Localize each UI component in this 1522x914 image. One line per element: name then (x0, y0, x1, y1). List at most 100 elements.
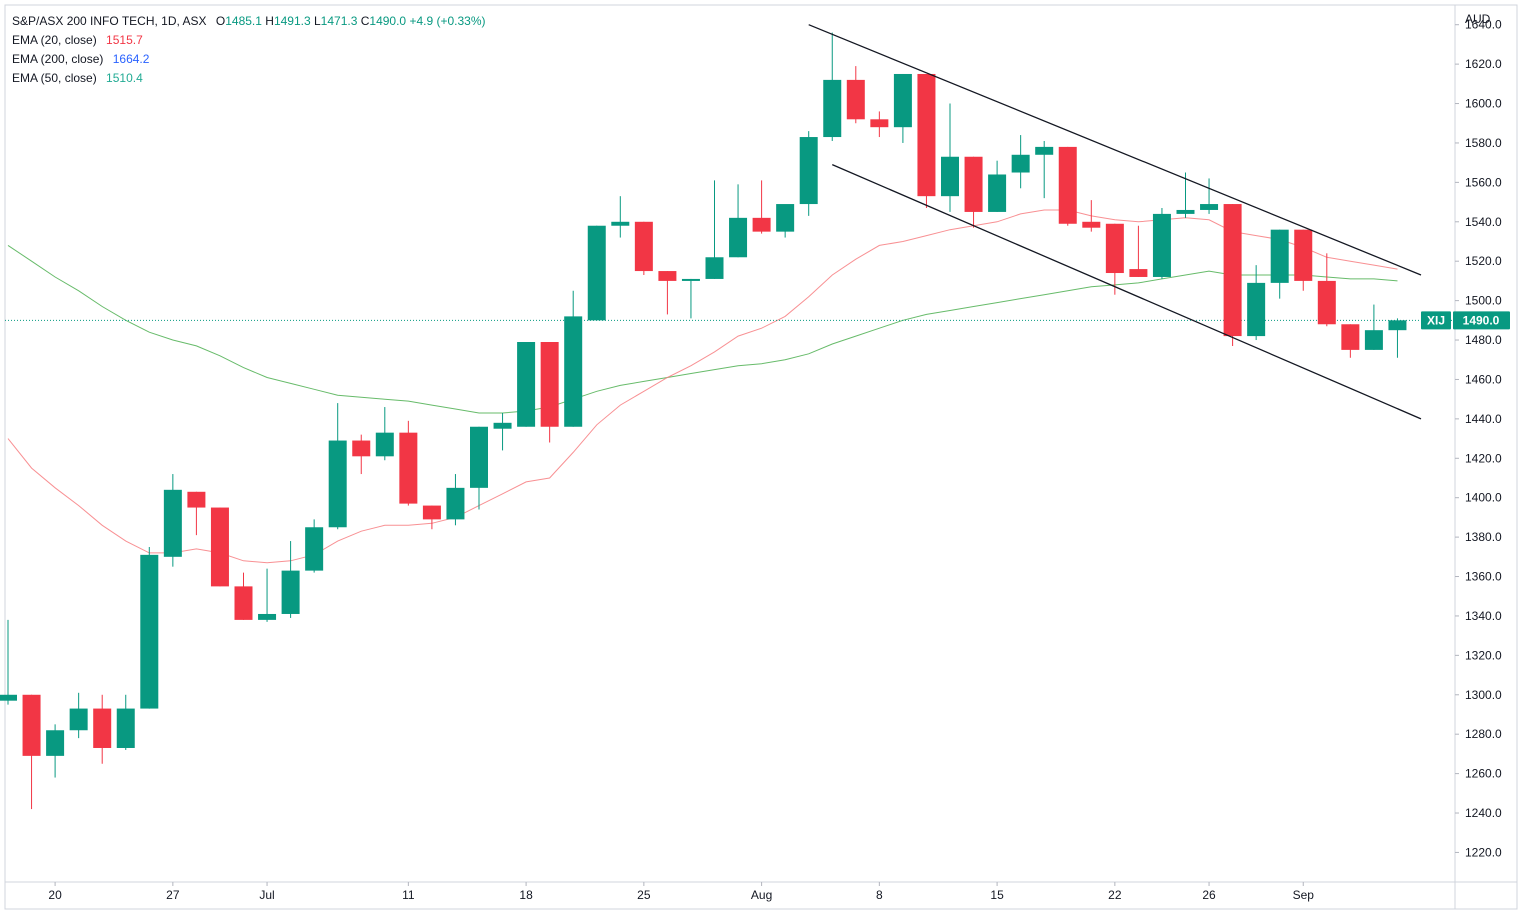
indicator-ema20[interactable]: EMA (20, close) 1515.7 (12, 31, 486, 50)
price-change: +4.9 (+0.33%) (409, 14, 486, 28)
candle-body (540, 342, 559, 427)
indicator-label: EMA (200, close) (12, 52, 104, 66)
y-tick-label: 1340.0 (1465, 609, 1502, 623)
candle-body (69, 708, 88, 731)
indicator-ema50[interactable]: EMA (50, close) 1510.4 (12, 69, 486, 88)
y-tick-label: 1620.0 (1465, 57, 1502, 71)
candle-body (964, 156, 983, 212)
candle-body (93, 708, 112, 748)
x-tick-label: 15 (990, 888, 1004, 902)
candle-body (776, 204, 795, 232)
trendline (808, 24, 1422, 276)
candle-body (941, 156, 959, 197)
indicator-value: 1510.4 (106, 71, 143, 85)
chart-frame (4, 4, 1518, 910)
candle-body (22, 694, 41, 756)
candle-body (493, 422, 512, 429)
ohlc-low: L1471.3 (313, 14, 358, 28)
y-tick-label: 1560.0 (1465, 175, 1502, 189)
candle-body (799, 137, 818, 205)
indicator-ema200[interactable]: EMA (200, close) 1664.2 (12, 50, 486, 69)
x-tick-label: Sep (1293, 888, 1315, 902)
candle-body (1223, 204, 1242, 337)
candle-body (1270, 229, 1289, 283)
y-tick-label: 1400.0 (1465, 491, 1502, 505)
candle-body (1176, 209, 1195, 214)
x-tick-label: 11 (402, 888, 415, 902)
candle-body (1129, 269, 1148, 277)
y-tick-label: 1360.0 (1465, 570, 1502, 584)
y-tick-label: 1240.0 (1465, 806, 1502, 820)
candle-body (234, 586, 253, 620)
candle-body (163, 489, 182, 557)
candle-body (1035, 146, 1054, 155)
candle-body (611, 221, 630, 226)
chart-legend: S&P/ASX 200 INFO TECH, 1D, ASX O1485.1 H… (12, 12, 486, 88)
candle-body (375, 432, 394, 457)
ticker-label: XIJ (1427, 313, 1445, 327)
y-tick-label: 1540.0 (1465, 215, 1502, 229)
last-price-value: 1490.0 (1463, 313, 1500, 327)
candle-body (399, 432, 418, 504)
y-tick-label: 1220.0 (1465, 845, 1502, 859)
currency-label: AUD (1465, 12, 1491, 26)
candle-body (705, 257, 724, 279)
x-tick-label: Aug (751, 888, 772, 902)
ticker-badge (1421, 311, 1451, 330)
x-tick-label: 8 (876, 888, 883, 902)
candle-body (870, 119, 889, 128)
trendline (831, 164, 1422, 420)
ohlc-close: C1490.0 (360, 14, 407, 28)
candle-body (352, 440, 371, 457)
candle-body (564, 316, 583, 427)
x-tick-label: 27 (166, 888, 180, 902)
candle-body (517, 342, 536, 427)
candle-body (328, 440, 347, 528)
y-tick-label: 1440.0 (1465, 412, 1502, 426)
candle-body (1247, 282, 1266, 337)
candle-body (823, 79, 842, 138)
candle-body (470, 426, 488, 488)
candle-body (422, 505, 441, 520)
candle-body (988, 174, 1007, 212)
y-tick-label: 1480.0 (1465, 333, 1502, 347)
candle-body (446, 487, 465, 520)
candle-body (1294, 229, 1313, 281)
candle-body (893, 73, 912, 128)
y-tick-label: 1600.0 (1465, 97, 1502, 111)
candle-body (1388, 320, 1407, 331)
candle-body (1200, 204, 1219, 210)
y-tick-label: 1500.0 (1465, 294, 1502, 308)
indicator-value: 1664.2 (112, 52, 150, 66)
ohlc-high: H1491.3 (265, 14, 311, 28)
candle-body (1058, 146, 1077, 224)
symbol-line[interactable]: S&P/ASX 200 INFO TECH, 1D, ASX (12, 14, 207, 28)
candle-body (1082, 221, 1101, 228)
candle-body (258, 613, 277, 620)
candle-body (752, 217, 771, 232)
ohlc-open: O1485.1 (215, 14, 262, 28)
y-tick-label: 1580.0 (1465, 136, 1502, 150)
y-tick-label: 1260.0 (1465, 767, 1502, 781)
y-tick-label: 1460.0 (1465, 372, 1502, 386)
ema50-line (7, 244, 1398, 414)
candle-body (210, 507, 229, 587)
y-tick-label: 1380.0 (1465, 530, 1502, 544)
candle-body (917, 73, 936, 197)
candle-body (846, 79, 865, 120)
candle-body (1317, 280, 1336, 325)
candle-body (587, 225, 606, 321)
y-tick-label: 1640.0 (1465, 18, 1502, 32)
last-price-badge (1453, 311, 1510, 330)
indicator-label: EMA (50, close) (12, 71, 97, 85)
indicator-value: 1515.7 (106, 33, 143, 47)
candle-body (658, 271, 677, 281)
candle-body (305, 527, 324, 571)
candle-body (1152, 213, 1171, 277)
y-tick-label: 1280.0 (1465, 727, 1502, 741)
symbol-header: S&P/ASX 200 INFO TECH, 1D, ASX O1485.1 H… (12, 12, 486, 31)
candle-body (46, 730, 65, 756)
x-tick-label: 22 (1108, 888, 1122, 902)
